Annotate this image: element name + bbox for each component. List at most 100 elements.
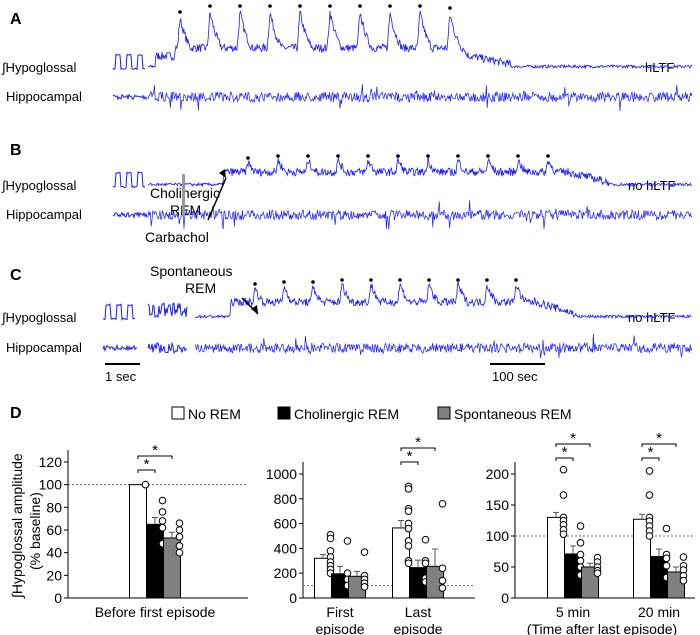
data-point xyxy=(576,557,585,565)
hippocampal-snippet xyxy=(112,93,148,101)
episode-dot xyxy=(456,278,460,282)
data-point xyxy=(404,559,413,568)
data-point xyxy=(662,561,671,570)
episode-dot xyxy=(426,154,430,158)
hypoglossal-snippet xyxy=(112,53,146,71)
carbachol-marker xyxy=(182,174,185,217)
hypoglossal-trace-pre xyxy=(147,302,188,319)
hippocampal-trace xyxy=(147,200,693,230)
episode-dot xyxy=(546,154,550,158)
episode-dot xyxy=(448,6,452,10)
panel-label: C xyxy=(10,267,22,284)
significance-star: * xyxy=(144,456,150,473)
episode-dot xyxy=(336,154,340,158)
data-point xyxy=(326,534,335,543)
data-point xyxy=(559,530,568,538)
y-axis-label: ∫Hypoglossal amplitude xyxy=(9,453,25,599)
hippocampal-label: Hippocampal xyxy=(6,340,82,355)
hypoglossal-trace xyxy=(147,9,693,70)
hippocampal-trace xyxy=(194,333,693,359)
data-point xyxy=(175,533,184,541)
y-tick-label: 20 xyxy=(46,567,62,583)
significance-bracket xyxy=(400,447,436,451)
panel-label: A xyxy=(10,11,22,28)
significance-bracket xyxy=(400,461,419,465)
x-category-label: First xyxy=(326,604,353,620)
significance-star: * xyxy=(648,444,654,461)
y-tick-label: 50 xyxy=(493,559,509,575)
episode-dot xyxy=(311,280,315,284)
data-point xyxy=(175,519,184,528)
y-tick-label: 60 xyxy=(46,522,62,538)
legend-label: No REM xyxy=(188,406,241,422)
annotation-line1: Cholinergic xyxy=(150,185,220,201)
significance-bracket xyxy=(555,457,574,461)
data-point xyxy=(421,559,430,568)
hippocampal-snippet xyxy=(112,210,148,220)
episode-dot xyxy=(366,154,370,158)
x-category-label: Before first episode xyxy=(95,604,216,620)
data-point xyxy=(438,584,447,592)
arrowhead-icon xyxy=(219,169,226,178)
data-point xyxy=(679,553,688,561)
hippocampal-label: Hippocampal xyxy=(6,207,82,222)
episode-dot xyxy=(514,278,518,282)
episode-dot xyxy=(328,4,332,8)
episode-dot xyxy=(398,278,402,282)
hypoglossal-snippet xyxy=(102,303,136,321)
hippocampal-label: Hippocampal xyxy=(6,89,82,104)
episode-dot xyxy=(276,154,280,158)
significance-bracket xyxy=(641,457,660,461)
hypoglossal-snippet xyxy=(112,171,146,189)
significance-bracket xyxy=(137,469,156,473)
x-category-label: episode xyxy=(393,621,442,635)
episode-dot xyxy=(238,4,242,8)
arrowhead-icon xyxy=(251,305,258,314)
y-tick-label: 100 xyxy=(39,477,63,493)
y-tick-label: 0 xyxy=(501,590,509,606)
data-point xyxy=(576,539,585,547)
legend-label: Spontaneous REM xyxy=(454,406,572,422)
data-point xyxy=(421,535,430,544)
x-category-label: 5 min xyxy=(556,604,590,620)
episode-dot xyxy=(298,4,302,8)
y-tick-label: 120 xyxy=(39,454,63,470)
y-tick-label: 600 xyxy=(274,516,298,532)
y-tick-label: 80 xyxy=(46,499,62,515)
significance-bracket xyxy=(555,443,591,447)
drug-label: Carbachol xyxy=(145,229,209,245)
data-point xyxy=(645,467,654,475)
data-point xyxy=(175,526,184,534)
data-point xyxy=(158,496,167,505)
episode-dot xyxy=(388,4,392,8)
y-tick-label: 200 xyxy=(274,565,298,581)
data-point xyxy=(559,491,568,499)
scale-short-label: 1 sec xyxy=(105,369,137,384)
hippocampal-trace xyxy=(147,84,693,112)
data-point xyxy=(343,537,352,545)
bar-cholinergic-rem xyxy=(146,523,164,599)
hypoglossal-label: ∫Hypoglossal xyxy=(1,178,76,193)
episode-dot xyxy=(418,4,422,8)
x-category-label: Last xyxy=(405,604,432,620)
data-point xyxy=(593,569,602,578)
data-point xyxy=(404,485,413,493)
episode-dot xyxy=(306,154,310,158)
y-tick-label: 200 xyxy=(486,466,510,482)
significance-star: * xyxy=(570,430,576,447)
data-point xyxy=(404,542,413,550)
data-point xyxy=(559,465,568,474)
y-tick-label: 400 xyxy=(274,540,298,556)
data-point xyxy=(662,524,671,533)
data-point xyxy=(175,542,184,550)
legend-swatch xyxy=(437,406,451,420)
annotation-line2: REM xyxy=(170,202,201,218)
hypoglossal-label: ∫Hypoglossal xyxy=(1,60,76,75)
episode-dot xyxy=(178,10,182,14)
episode-dot xyxy=(282,280,286,284)
data-point xyxy=(158,517,167,525)
hippocampal-trace-pre xyxy=(147,341,188,355)
data-point xyxy=(360,548,369,556)
